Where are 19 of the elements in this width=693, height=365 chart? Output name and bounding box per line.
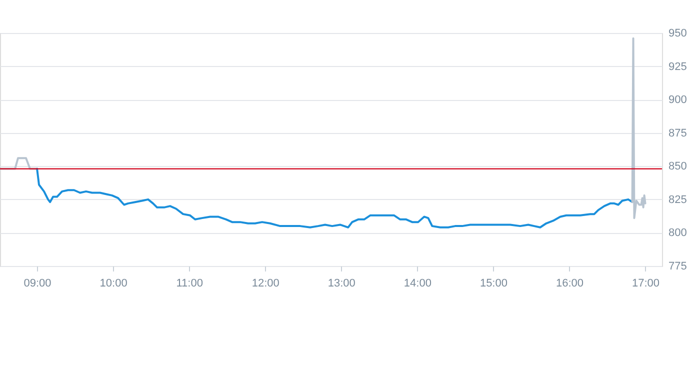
- x-tick-label: 15:00: [480, 278, 508, 290]
- x-tick-label: 10:00: [100, 278, 128, 290]
- line-series: [36, 168, 634, 228]
- x-tick-label: 13:00: [328, 278, 356, 290]
- line-series: [631, 37, 646, 220]
- x-tick-label: 12:00: [252, 278, 280, 290]
- y-tick-label: 950: [668, 28, 687, 40]
- y-tick-label: 825: [668, 194, 687, 206]
- x-tick-label: 16:00: [556, 278, 584, 290]
- y-tick-label: 925: [668, 60, 687, 73]
- x-tick-label: 09:00: [24, 278, 52, 290]
- x-tick-label: 11:00: [176, 278, 203, 290]
- y-tick-label: 800: [668, 227, 687, 240]
- y-tick-label: 850: [668, 160, 687, 173]
- x-tick-label: 17:00: [632, 278, 660, 290]
- y-tick-label: 900: [668, 94, 687, 106]
- y-tick-label: 875: [668, 127, 687, 140]
- x-tick-label: 14:00: [404, 278, 432, 290]
- y-tick-label: 775: [668, 260, 687, 272]
